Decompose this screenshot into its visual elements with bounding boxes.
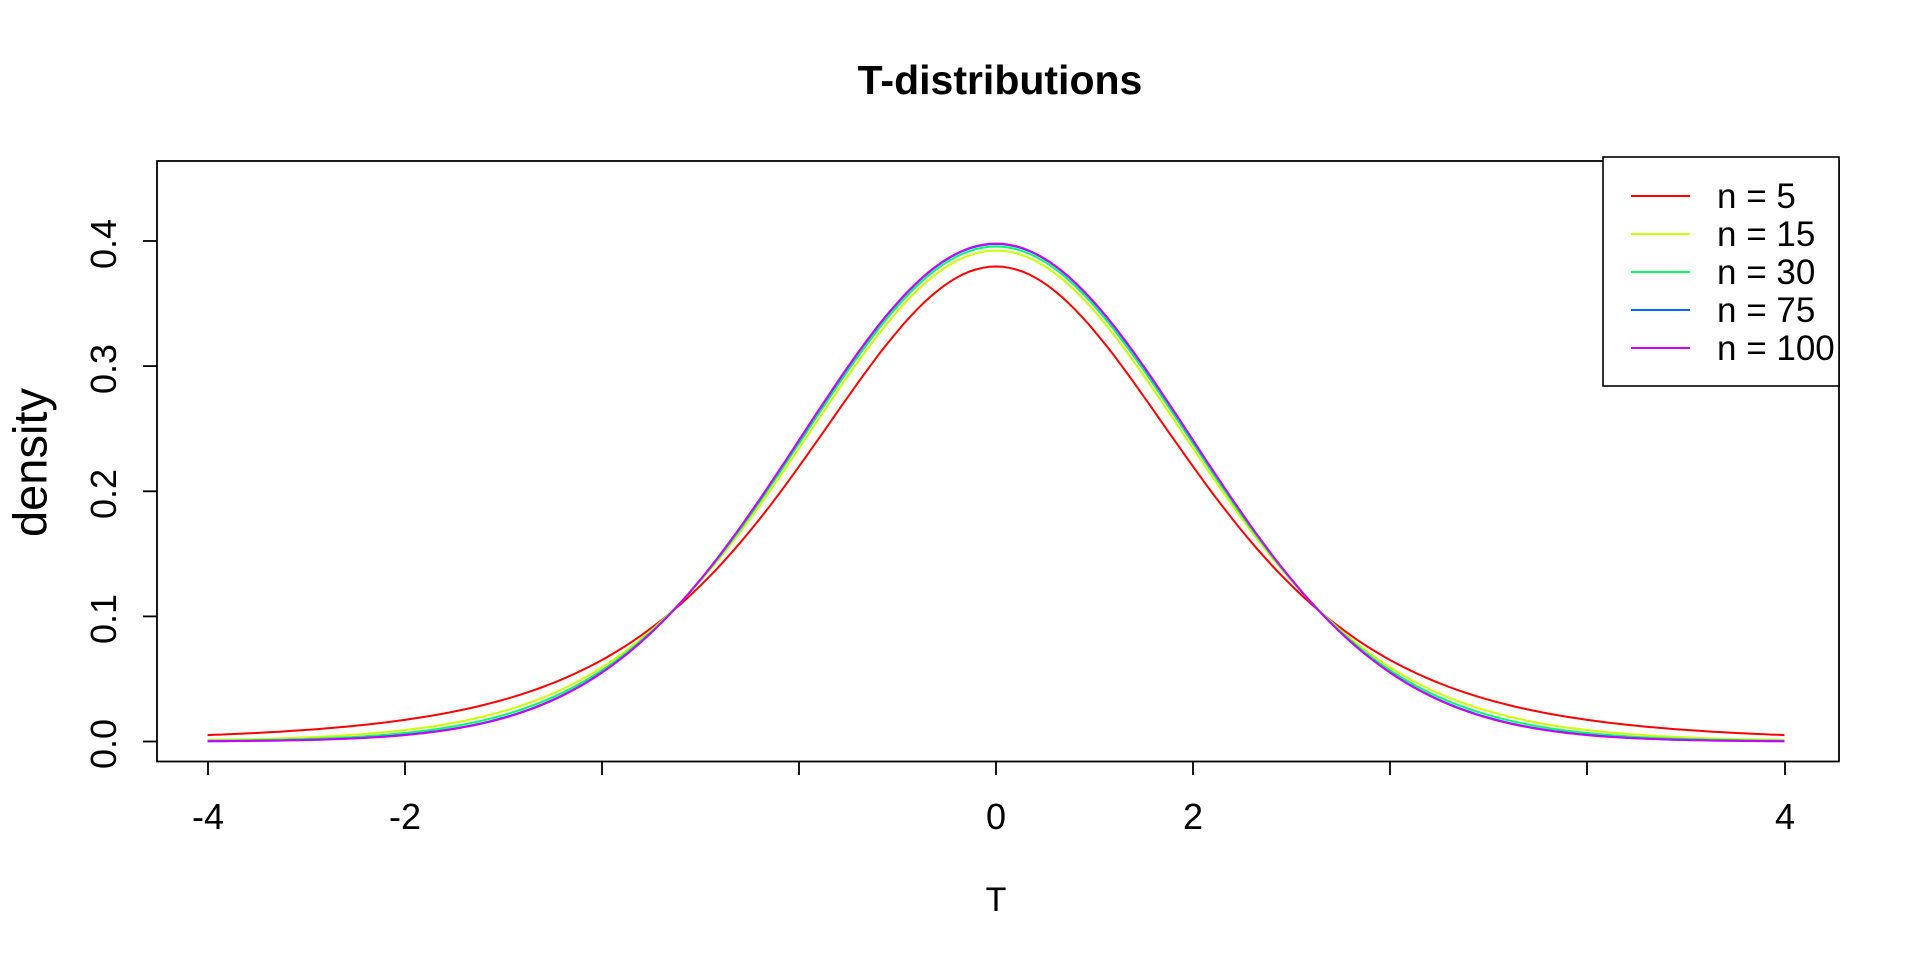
svg-text:n = 30: n = 30 [1717, 253, 1815, 292]
svg-text:T-distributions: T-distributions [858, 57, 1143, 103]
svg-text:n = 100: n = 100 [1717, 329, 1835, 368]
svg-text:n = 5: n = 5 [1717, 177, 1796, 216]
svg-text:n = 75: n = 75 [1717, 291, 1815, 330]
svg-text:n = 15: n = 15 [1717, 215, 1815, 254]
